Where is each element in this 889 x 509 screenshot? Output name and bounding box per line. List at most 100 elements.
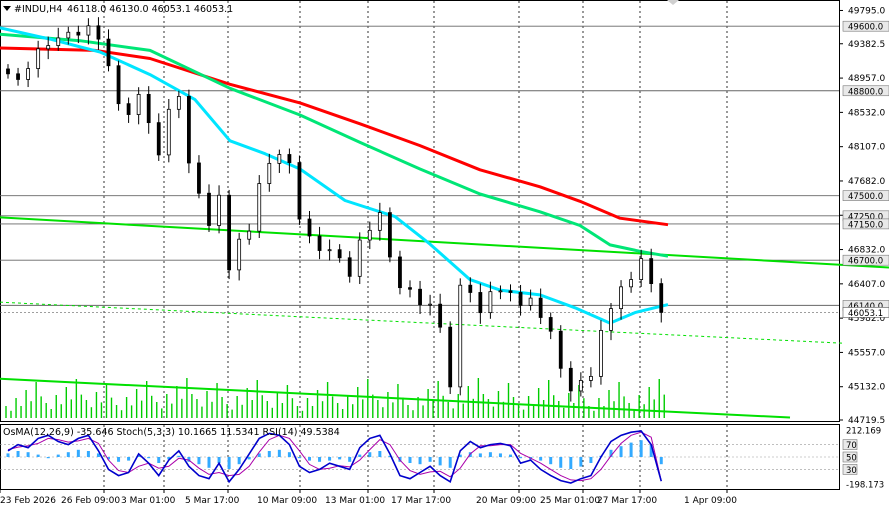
candle-up <box>86 25 91 36</box>
candle-up <box>367 229 372 241</box>
level-label-box <box>842 20 889 32</box>
osma-bar <box>96 453 100 457</box>
level-label-box <box>842 190 889 201</box>
candle-up <box>247 230 252 240</box>
candle-down <box>548 317 553 332</box>
osma-bar <box>297 457 301 459</box>
candle-up <box>26 68 31 80</box>
indicator-level-box <box>842 464 858 475</box>
candle-down <box>227 194 232 271</box>
osma-bar <box>76 449 80 457</box>
time-tick-label: 3 Mar 01:00 <box>121 496 176 506</box>
moving-averages <box>0 26 669 325</box>
candle-down <box>558 330 563 369</box>
candle-up <box>629 279 633 288</box>
level-label: 46700.0 <box>848 257 883 267</box>
time-tick-label: 13 Mar 01:00 <box>325 496 385 506</box>
osma-bar <box>227 457 231 469</box>
level-label-box <box>842 85 889 97</box>
osma-bar <box>267 451 271 457</box>
osma-bar <box>589 457 593 463</box>
candle-up <box>56 37 61 46</box>
collapse-triangle-icon[interactable] <box>3 6 11 11</box>
candle-down <box>408 287 412 290</box>
candle-up <box>217 194 221 226</box>
candle-up <box>136 93 141 115</box>
candle-down <box>508 290 513 293</box>
level-label: 46140.0 <box>848 302 883 312</box>
osma-bar <box>478 453 482 457</box>
osma-bar <box>519 457 523 459</box>
candle-up <box>377 212 382 231</box>
time-tick-label: 26 Feb 09:00 <box>61 496 120 506</box>
level-label-box <box>842 254 889 266</box>
time-tick-label: 23 Feb 2026 <box>0 496 56 506</box>
candle-down <box>146 93 151 124</box>
osma-bar <box>187 457 191 462</box>
indicator-axis-label: -198.173 <box>846 481 884 491</box>
price-tick-label: 45132.0 <box>848 383 885 393</box>
trend-line <box>0 301 846 344</box>
time-axis[interactable]: 23 Feb 2026 26 Feb 09:00 3 Mar 01:00 5 Mar … <box>0 490 737 506</box>
candle-down <box>307 218 312 237</box>
candle-up <box>619 286 623 310</box>
price-tick-label: 44719.5 <box>848 416 885 426</box>
candle-up <box>257 183 262 232</box>
candle-up <box>488 291 493 314</box>
time-tick-label: 5 Mar 17:00 <box>185 496 240 506</box>
osma-bar <box>287 452 291 457</box>
level-label: 48800.0 <box>848 87 883 97</box>
time-tick-label: 20 Mar 09:00 <box>476 496 536 506</box>
osma-bar <box>498 453 502 457</box>
osma-bar <box>428 457 432 462</box>
osma-bar <box>438 457 442 466</box>
osma-bar <box>177 455 181 457</box>
candle-down <box>317 235 322 251</box>
candle-down <box>478 292 483 314</box>
osma-bar <box>318 457 322 462</box>
osma-bar <box>207 457 211 468</box>
candle-up <box>428 303 433 306</box>
level-label: 49600.0 <box>848 23 883 33</box>
osma-bar <box>559 457 563 468</box>
candle-down <box>207 192 211 226</box>
indicator-axis-label: 70 <box>846 441 857 451</box>
osma-bar <box>56 454 60 457</box>
price-tick-label: 45982.0 <box>848 314 885 324</box>
candle-down <box>468 284 473 293</box>
trend-line <box>0 377 791 419</box>
price-axis[interactable]: 49795.0 49382.5 48957.0 48532.0 48107.0 47682… <box>839 6 889 426</box>
candle-down <box>76 31 81 36</box>
indicator-axis-label: 50 <box>846 454 857 464</box>
level-label-box <box>842 218 889 230</box>
candle-up <box>589 375 593 381</box>
osma-bar <box>107 457 110 460</box>
candle-down <box>156 122 161 156</box>
osma-bar <box>609 449 613 457</box>
osma-bar <box>549 457 553 465</box>
candle-up <box>66 31 71 39</box>
candle-down <box>538 297 543 318</box>
candle-up <box>639 258 644 280</box>
candles <box>6 17 664 402</box>
price-tick-label: 48957.0 <box>848 74 885 84</box>
candle-down <box>387 212 392 258</box>
price-tick-label: 48532.0 <box>848 108 885 118</box>
candle-down <box>287 154 292 163</box>
candle-up <box>327 249 332 252</box>
candle-down <box>438 303 443 328</box>
ohlc-values: 46118.0 46130.0 46053.1 46053.1 <box>67 4 233 15</box>
osma-bar <box>639 440 643 457</box>
osma-bar <box>157 457 161 463</box>
osma-bar <box>629 442 633 457</box>
candle-down <box>649 258 654 284</box>
candle-down <box>659 283 664 313</box>
candle-down <box>197 162 201 194</box>
ema-green-line <box>0 32 669 258</box>
osma-bar <box>86 451 90 457</box>
osma-bar <box>509 454 512 457</box>
osma-bar <box>257 453 261 457</box>
indicator-header: OsMA(12,26,9) -35.646 Stoch(5,3,3) 10.16… <box>3 427 340 438</box>
